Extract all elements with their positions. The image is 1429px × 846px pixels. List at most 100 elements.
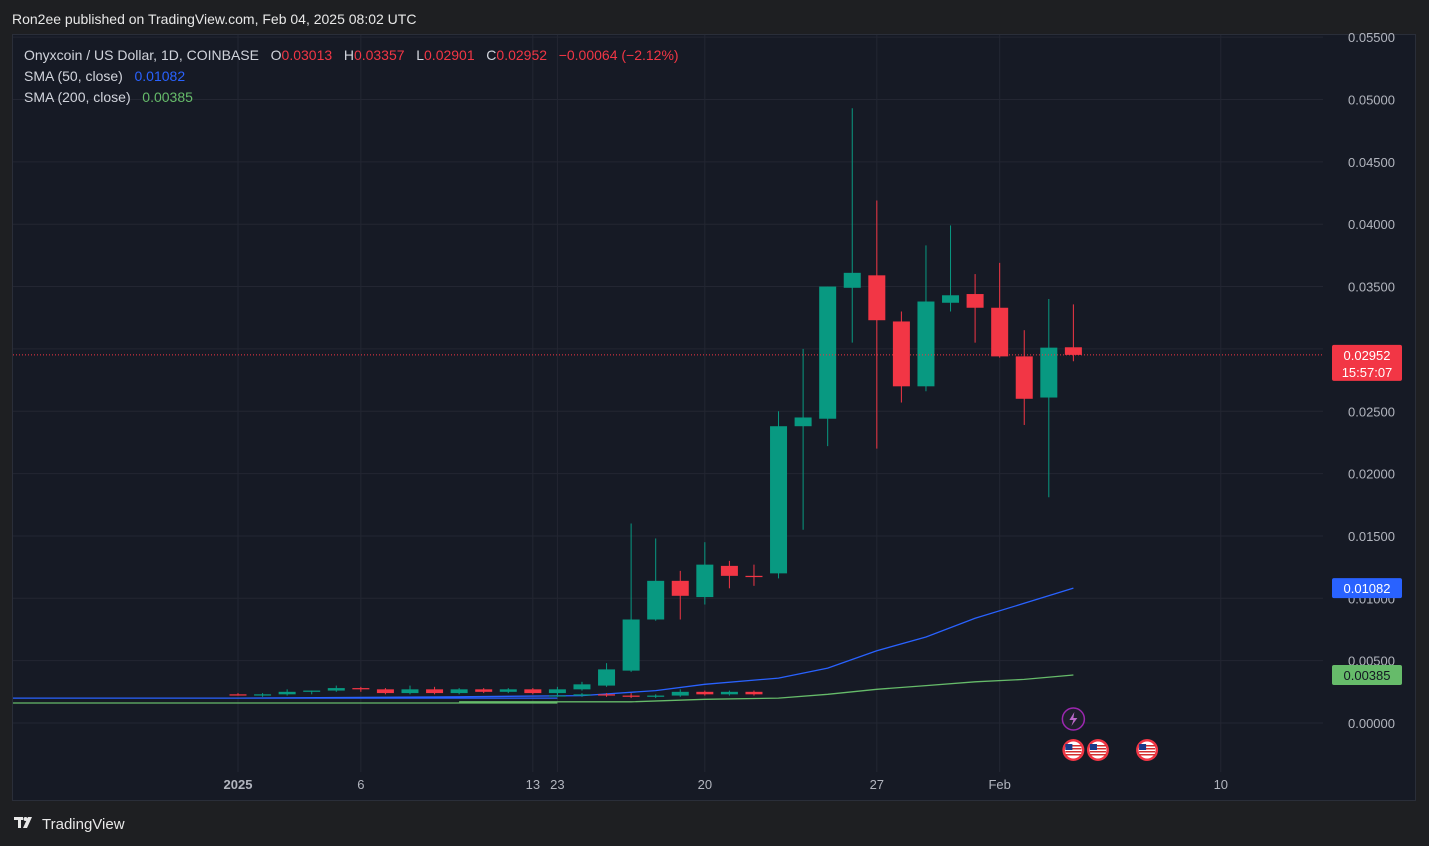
footer-brand[interactable]: TradingView [14,815,125,834]
low-label: L [416,47,425,63]
candle [942,225,960,312]
candle-body [917,301,935,387]
candle-body [671,691,689,696]
candle-body [745,575,763,578]
candle [303,690,321,695]
flag-stripe [1139,745,1156,747]
chart-legend: Onyxcoin / US Dollar, 1D, COINBASE O0.03… [24,45,679,108]
candle [720,560,738,589]
candle [450,688,468,695]
candle-body [671,580,689,596]
candle [696,542,714,605]
grid-lines [13,35,1323,772]
us-flag-icon [1136,739,1159,761]
candle [622,693,640,699]
candle [548,686,566,695]
candle [819,286,837,447]
candle [868,200,886,449]
candle-body [278,691,296,695]
candle-body [892,321,910,387]
close-value: 0.02952 [496,47,548,63]
candle [770,411,788,579]
candle-body [819,286,837,419]
symbol-legend-row[interactable]: Onyxcoin / US Dollar, 1D, COINBASE O0.03… [24,45,679,66]
candle [598,663,616,687]
event-markers [1061,707,1159,761]
candle [254,693,272,697]
flag-canton [1065,744,1073,750]
flag-stripe [1065,754,1082,756]
footer-brand-label: TradingView [42,816,125,833]
candle [966,274,984,343]
high-label: H [343,47,354,63]
flag-stripe [1139,748,1156,750]
candle [1040,299,1058,498]
candle [229,693,247,696]
candle [671,689,689,697]
candle [573,681,591,691]
candle-body [1040,347,1058,398]
candle [499,688,517,694]
flag-canton [1089,744,1097,750]
candle-body [745,691,763,695]
candle-body [770,426,788,574]
candle-body [868,275,886,321]
high-value: 0.03357 [353,47,405,63]
candle-body [720,565,738,576]
price-tick-label: 0.04000 [1348,217,1395,232]
candle-body [426,689,444,694]
sma200-badge-text: 0.00385 [1344,668,1391,683]
candle-body [942,295,960,303]
candle [1064,304,1082,362]
flag-stripe [1065,748,1082,750]
flag-stripe [1089,748,1106,750]
candle [376,688,394,695]
flag-stripe [1089,754,1106,756]
candle [426,686,444,695]
flag-stripe [1139,751,1156,753]
candle [696,690,714,696]
candle-body [401,689,419,694]
candle [475,688,493,694]
moving-averages [13,587,1074,704]
low-value: 0.02901 [424,47,475,63]
candle-body [991,307,1009,357]
flag-canton [1139,744,1147,750]
time-tick-label: 10 [1214,777,1228,792]
candle [327,685,345,692]
candle-body [696,564,714,598]
time-tick-label: 2025 [224,777,253,792]
candle [352,686,370,692]
us-flag-icon [1062,739,1085,761]
sma50-badge-bg [1332,578,1402,599]
candle-body [720,691,738,695]
price-tick-label: 0.00500 [1348,654,1395,669]
time-tick-label: 27 [870,777,884,792]
sma200-badge: 0.00385 [1332,664,1402,685]
candle-body [524,689,542,694]
flag-stripe [1089,745,1106,747]
candle-body [647,580,665,620]
price-tick-label: 0.05500 [1348,30,1395,45]
candle-body [843,272,861,288]
last-price-badge: 0.02952 15:57:07 [1332,344,1402,381]
candle [647,694,665,699]
price-tick-label: 0.02500 [1348,404,1395,419]
last-price-badge-text: 0.02952 [1344,348,1391,363]
candle-body [573,684,591,690]
candle-body [548,695,566,697]
candle-body [696,691,714,695]
candle-body [475,689,493,692]
candle-body [352,688,370,690]
sma50-badge: 0.01082 [1332,578,1402,599]
candle [524,688,542,695]
last-price-badge-text: 15:57:07 [1342,365,1393,380]
flag-stripe [1139,754,1156,756]
sma200-legend-row[interactable]: SMA (200, close) 0.00385 [24,87,679,108]
candlesticks [13,108,1323,699]
candle-body [1015,356,1033,399]
candle [917,245,935,392]
sma50-legend-row[interactable]: SMA (50, close) 0.01082 [24,66,679,87]
sma200-line [13,674,1074,704]
